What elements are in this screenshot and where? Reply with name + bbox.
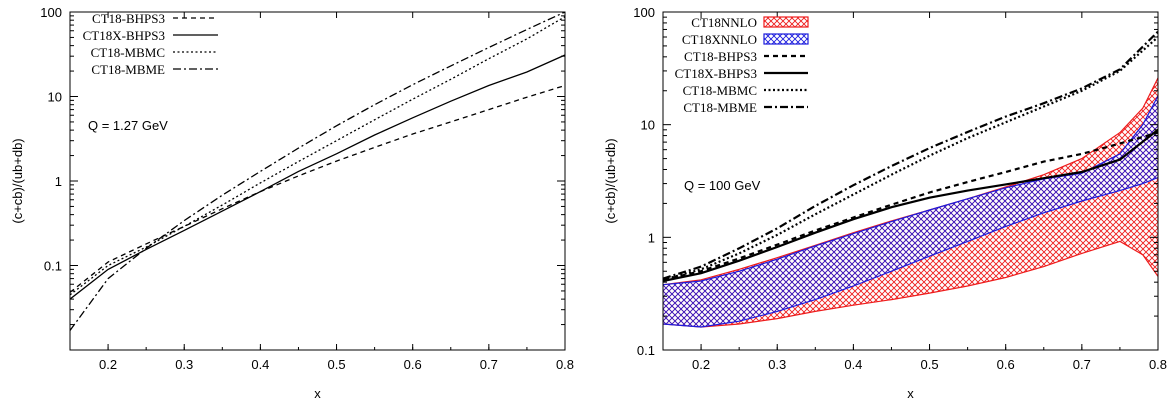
x-tick-label: 0.7 [480, 357, 498, 372]
legend-swatch [763, 16, 809, 28]
x-tick-label: 0.7 [1073, 357, 1091, 372]
series-line-ct18-mbme [663, 30, 1158, 280]
plot-frame [662, 11, 1159, 351]
x-tick-label: 0.4 [844, 357, 862, 372]
x-tick-label: 0.3 [175, 357, 193, 372]
x-tick-label: 0.2 [692, 357, 710, 372]
chart-panel-1: 0.2 0.3 0.4 0.5 0.6 0.7 0.8 0.1 1 10 100 x (c+cb)/(u… [10, 5, 574, 401]
y-tick-label: 0.1 [44, 259, 62, 274]
y-tick-label: 100 [40, 5, 62, 20]
series-line-ct18-bhps3 [70, 84, 565, 293]
scale-annotation: Q = 1.27 GeV [88, 118, 168, 133]
band-upper-edge [663, 95, 1158, 286]
x-axis-label: x [907, 386, 914, 401]
plot-area [663, 30, 1158, 328]
x-tick-label: 0.4 [251, 357, 269, 372]
plot-area [70, 12, 565, 331]
legend-label: CT18X-BHPS3 [675, 66, 757, 81]
band-lower-edge [663, 176, 1158, 328]
x-tick-label: 0.3 [768, 357, 786, 372]
x-tick-label: 0.8 [556, 357, 574, 372]
y-tick-label: 1 [55, 174, 62, 189]
legend-label: CT18-BHPS3 [684, 49, 757, 64]
x-tick-label: 0.8 [1149, 357, 1167, 372]
legend-label: CT18-MBMC [683, 83, 757, 98]
legend: CT18-BHPS3 CT18X-BHPS3 CT18-MBMC CT18-MBME [83, 11, 218, 77]
series-line-ct18x-bhps3 [663, 128, 1158, 283]
x-tick-label: 0.6 [404, 357, 422, 372]
legend-swatch [763, 33, 809, 45]
chart-panel-2: 0.2 0.3 0.4 0.5 0.6 0.7 0.8 0.1 1 10 100 x (c+cb)/(u… [603, 5, 1167, 401]
x-tick-label: 0.5 [920, 357, 938, 372]
series-line-ct18x-bhps3 [70, 54, 565, 300]
series-line-ct18-mbme [70, 12, 565, 331]
legend-label: CT18-MBMC [91, 45, 165, 60]
y-tick-label: 0.1 [637, 343, 655, 358]
y-axis-label: (c+cb)/(ub+db) [10, 138, 25, 223]
y-tick-label: 10 [48, 90, 62, 105]
y-axis-label: (c+cb)/(ub+db) [603, 138, 618, 223]
legend-label: CT18-BHPS3 [92, 11, 165, 26]
band-lower-edge [663, 240, 1158, 328]
legend-label: CT18XNNLO [682, 32, 757, 47]
legend-label: CT18-MBME [91, 62, 165, 77]
legend-label: CT18X-BHPS3 [83, 28, 165, 43]
band-ct18xnnlo [663, 95, 1158, 328]
y-tick-label: 1 [648, 230, 655, 245]
series-line-ct18-mbmc [70, 16, 565, 296]
x-tick-label: 0.2 [99, 357, 117, 372]
legend: CT18NNLO CT18XNNLO CT18-BHPS3 CT18X-BHPS3 CT… [675, 15, 809, 115]
legend-label: CT18NNLO [691, 15, 757, 30]
legend-label: CT18-MBME [683, 100, 757, 115]
x-tick-label: 0.5 [327, 357, 345, 372]
series-line-ct18-bhps3 [663, 131, 1158, 281]
y-tick-label: 100 [633, 5, 655, 20]
scale-annotation: Q = 100 GeV [684, 178, 761, 193]
y-tick-label: 10 [641, 118, 655, 133]
x-axis-label: x [314, 386, 321, 401]
x-tick-label: 0.6 [997, 357, 1015, 372]
